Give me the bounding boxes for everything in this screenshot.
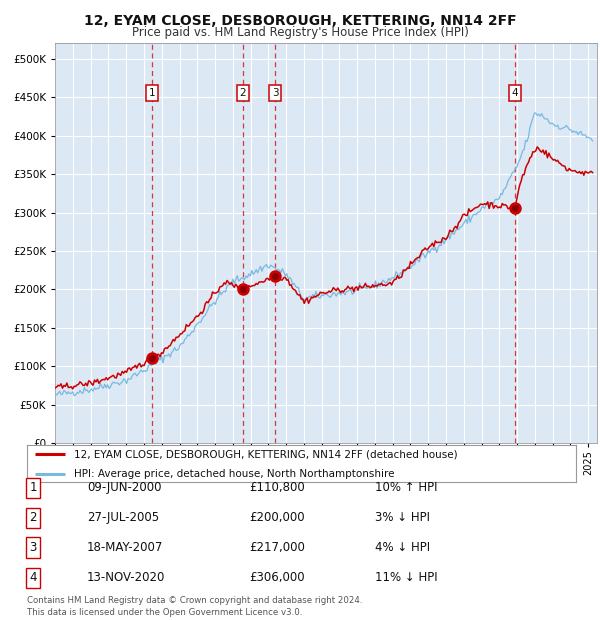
Text: 1: 1 xyxy=(149,89,155,99)
Text: 10% ↑ HPI: 10% ↑ HPI xyxy=(375,482,437,494)
Text: £217,000: £217,000 xyxy=(249,541,305,554)
Text: 27-JUL-2005: 27-JUL-2005 xyxy=(87,512,159,524)
Text: 1: 1 xyxy=(29,482,37,494)
Text: 3% ↓ HPI: 3% ↓ HPI xyxy=(375,512,430,524)
Text: £110,800: £110,800 xyxy=(249,482,305,494)
Text: Contains HM Land Registry data © Crown copyright and database right 2024.
This d: Contains HM Land Registry data © Crown c… xyxy=(27,596,362,617)
Text: 13-NOV-2020: 13-NOV-2020 xyxy=(87,572,166,584)
Text: 11% ↓ HPI: 11% ↓ HPI xyxy=(375,572,437,584)
Text: 4: 4 xyxy=(511,89,518,99)
Text: 12, EYAM CLOSE, DESBOROUGH, KETTERING, NN14 2FF (detached house): 12, EYAM CLOSE, DESBOROUGH, KETTERING, N… xyxy=(74,450,457,459)
Text: 12, EYAM CLOSE, DESBOROUGH, KETTERING, NN14 2FF: 12, EYAM CLOSE, DESBOROUGH, KETTERING, N… xyxy=(83,14,517,28)
Text: 2: 2 xyxy=(29,512,37,524)
Text: £306,000: £306,000 xyxy=(249,572,305,584)
Text: Price paid vs. HM Land Registry's House Price Index (HPI): Price paid vs. HM Land Registry's House … xyxy=(131,26,469,39)
Text: 18-MAY-2007: 18-MAY-2007 xyxy=(87,541,163,554)
Text: £200,000: £200,000 xyxy=(249,512,305,524)
Text: 3: 3 xyxy=(29,541,37,554)
Text: 09-JUN-2000: 09-JUN-2000 xyxy=(87,482,161,494)
Text: HPI: Average price, detached house, North Northamptonshire: HPI: Average price, detached house, Nort… xyxy=(74,469,394,479)
Text: 3: 3 xyxy=(272,89,278,99)
Text: 4% ↓ HPI: 4% ↓ HPI xyxy=(375,541,430,554)
Text: 4: 4 xyxy=(29,572,37,584)
Text: 2: 2 xyxy=(239,89,246,99)
